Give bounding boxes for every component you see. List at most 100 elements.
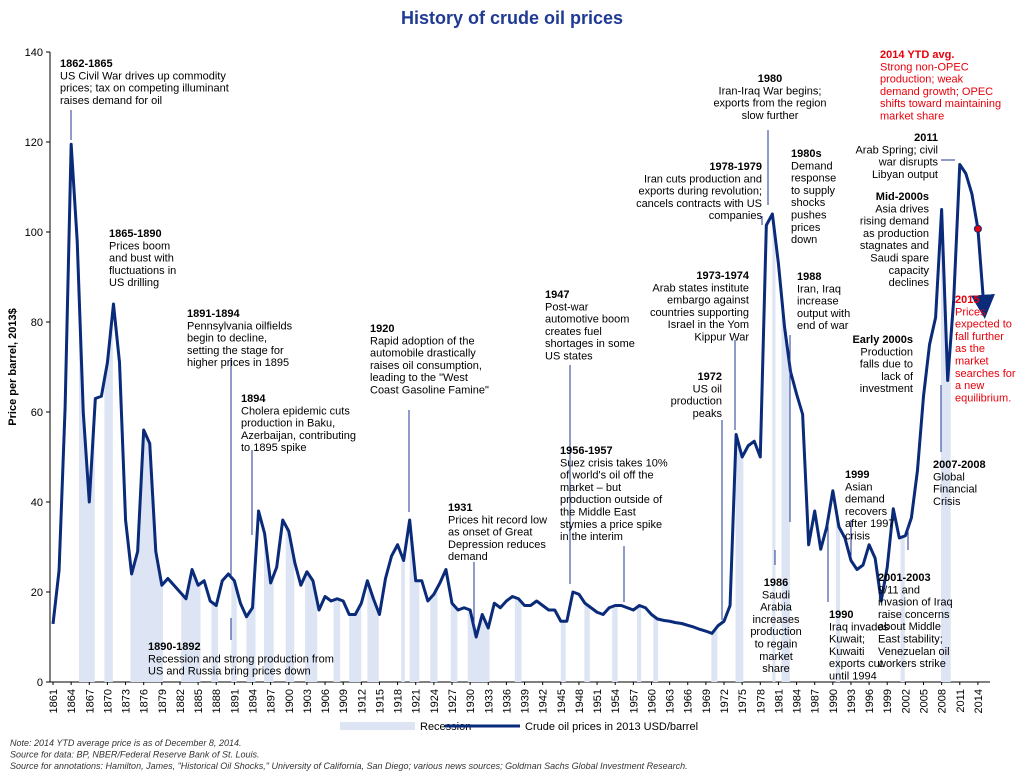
- annotation-title: 1980: [758, 73, 782, 85]
- annotation-text: countries supporting: [650, 307, 749, 319]
- y-tick-label: 120: [25, 137, 43, 149]
- recession-band: [584, 144, 590, 682]
- annotation-text: as onset of Great: [448, 527, 532, 539]
- annotation-text: exports cut: [829, 658, 883, 670]
- recession-band: [333, 144, 341, 682]
- x-tick-label: 1882: [175, 689, 187, 713]
- x-tick-label: 1945: [556, 689, 568, 713]
- annotation-text: demand: [845, 494, 885, 506]
- y-tick-label: 100: [25, 227, 43, 239]
- x-tick-label: 1963: [665, 689, 677, 713]
- legend-swatch: [340, 722, 415, 730]
- annotation-text: Kippur War: [694, 332, 749, 344]
- annotation-text: expected to: [955, 319, 1012, 331]
- y-tick-label: 80: [31, 317, 43, 329]
- annotation-text: exports during revolution;: [638, 186, 762, 198]
- x-tick-label: 1864: [66, 689, 78, 713]
- annotation-text: shifts toward maintaining: [880, 98, 1001, 110]
- annotation-text: capacity: [889, 265, 930, 277]
- annotation-text: Pennsylvania oilfields: [187, 320, 293, 332]
- annotation-text: about Middle: [878, 621, 941, 633]
- x-tick-label: 1933: [483, 689, 495, 713]
- annotation-text: Iran-Iraq War begins;: [719, 85, 822, 97]
- annotation-text: prices: [791, 222, 821, 234]
- annotation-text: raises demand for oil: [60, 95, 162, 107]
- annotation-text: shortages in some: [545, 338, 635, 350]
- annotation-text: Coast Gasoline Famine": [370, 385, 489, 397]
- recession-band: [612, 144, 618, 682]
- annotation-text: investment: [860, 383, 913, 395]
- annotation-text: setting the stage for: [187, 345, 284, 357]
- x-tick-label: 2008: [937, 689, 949, 713]
- annotation-title: 2014 YTD avg.: [880, 49, 954, 61]
- annotation-text: stagnates and: [860, 240, 929, 252]
- annotation-text: raises oil consumption,: [370, 360, 482, 372]
- annotation-title: 1988: [797, 271, 821, 283]
- x-tick-label: 1969: [701, 689, 713, 713]
- annotation-text: after 1997: [845, 518, 895, 530]
- x-tick-label: 1948: [574, 689, 586, 713]
- annotation-text: East stability;: [878, 634, 943, 646]
- x-tick-label: 1987: [810, 689, 822, 713]
- annotation-text: of world's oil off the: [560, 470, 654, 482]
- x-tick-label: 1993: [846, 689, 858, 713]
- annotation-text: Asia drives: [875, 203, 929, 215]
- annotation-text: Kuwaiti: [829, 646, 864, 658]
- annotation-text: slow further: [742, 110, 799, 122]
- annotation-text: automobile drastically: [370, 348, 476, 360]
- annotation-text: market: [955, 356, 989, 368]
- annotation-text: demand: [448, 551, 488, 563]
- recession-band: [941, 144, 951, 682]
- annotation-text: Depression reduces: [448, 539, 546, 551]
- annotation-title: 2011: [914, 132, 938, 144]
- annotation-title: 2015: [955, 294, 979, 306]
- x-tick-label: 1942: [538, 689, 550, 713]
- annotation-text: automotive boom: [545, 314, 629, 326]
- annotation-text: embargo against: [667, 295, 749, 307]
- x-tick-label: 1978: [755, 689, 767, 713]
- annotation-title: 2001-2003: [878, 572, 931, 584]
- annotation-text: rising demand: [860, 216, 929, 228]
- annotation-text: Recession and strong production from: [148, 653, 334, 665]
- x-tick-label: 1897: [266, 689, 278, 713]
- annotation-title: 1920: [370, 323, 394, 335]
- x-tick-label: 2002: [900, 689, 912, 713]
- annotation-text: Saudi: [762, 589, 790, 601]
- y-tick-label: 40: [31, 497, 43, 509]
- annotation-text: share: [762, 663, 790, 675]
- annotation-text: begin to decline,: [187, 333, 267, 345]
- x-tick-label: 1930: [465, 689, 477, 713]
- annotation-text: and bust with: [109, 253, 174, 265]
- annotation-title: Mid-2000s: [876, 191, 929, 203]
- annotation-text: Financial: [933, 484, 977, 496]
- x-tick-label: 1966: [683, 689, 695, 713]
- annotation-text: Post-war: [545, 301, 589, 313]
- x-tick-label: 1960: [646, 689, 658, 713]
- annotation-text: down: [791, 234, 817, 246]
- annotation-text: as production: [863, 228, 929, 240]
- x-tick-label: 1924: [429, 689, 441, 713]
- annotation-text: to regain: [755, 639, 798, 651]
- x-tick-label: 1900: [284, 689, 296, 713]
- annotation-text: increases: [752, 614, 800, 626]
- annotation-text: Arab states institute: [652, 282, 749, 294]
- recession-band: [636, 144, 642, 682]
- annotation-text: 9/11 and: [878, 584, 920, 596]
- annotation-text: fall further: [955, 331, 1004, 343]
- annotation-text: war disrupts: [878, 157, 939, 169]
- annotation-title: 1980s: [791, 148, 822, 160]
- annotation-title: 1978-1979: [709, 161, 762, 173]
- annotation-text: until 1994: [829, 671, 877, 683]
- annotation-title: 1973-1974: [696, 270, 749, 282]
- annotation-title: 1894: [241, 393, 266, 405]
- annotation-text: shocks: [791, 197, 826, 209]
- annotation-text: Crisis: [933, 496, 961, 508]
- annotation-text: equilibrium.: [955, 392, 1011, 404]
- x-tick-label: 1909: [338, 689, 350, 713]
- annotation-text: searches for: [955, 368, 1016, 380]
- x-tick-label: 1957: [628, 689, 640, 713]
- annotation-title: 1891-1894: [187, 308, 240, 320]
- annotation-text: Israel in the Yom: [668, 319, 749, 331]
- x-tick-label: 2011: [955, 689, 967, 713]
- annotation-title: 1999: [845, 469, 869, 481]
